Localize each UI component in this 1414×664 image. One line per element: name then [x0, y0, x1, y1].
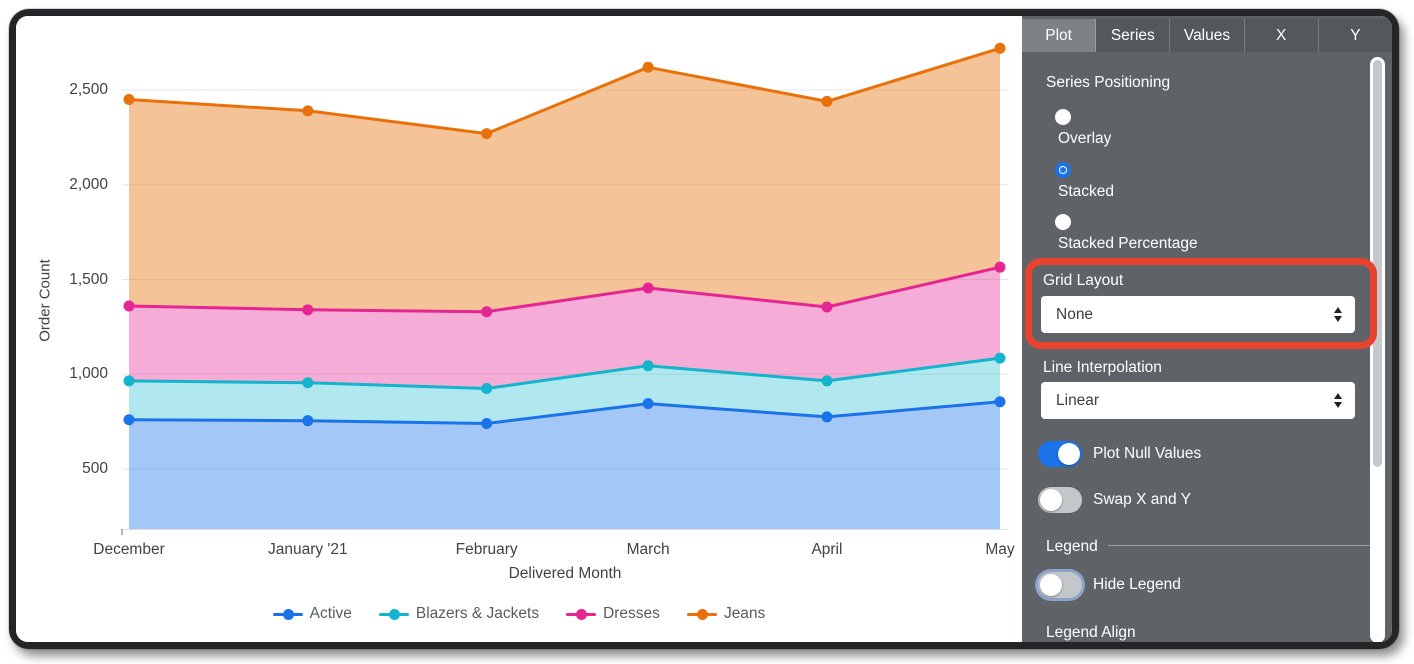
- swap-x-and-y-toggle[interactable]: [1038, 487, 1082, 513]
- legend-section-label: Legend: [1046, 538, 1098, 555]
- radio-stacked-percentage[interactable]: [1055, 214, 1071, 230]
- grid-layout-value: None: [1056, 305, 1094, 323]
- legend-marker-icon: [272, 607, 303, 621]
- radio-label: Stacked: [1058, 182, 1115, 200]
- line-interpolation-select[interactable]: Linear: [1041, 382, 1355, 419]
- tab-values[interactable]: Values: [1170, 19, 1245, 52]
- y-tick-label: 2,000: [69, 175, 108, 193]
- section-divider: [1108, 545, 1374, 546]
- grid-layout-select[interactable]: None: [1041, 296, 1355, 333]
- y-tick-label: 1,000: [69, 365, 108, 383]
- legend-item[interactable]: Blazers & Jackets: [378, 605, 540, 623]
- chart-canvas: Order Count 2,500 2,000 1,500 1,000 500 Dece…: [16, 16, 1022, 642]
- legend-marker-icon: [378, 607, 409, 621]
- y-tick-label: 2,500: [69, 81, 108, 98]
- x-axis-title: Delivered Month: [508, 565, 622, 582]
- legend-label: Active: [309, 605, 352, 622]
- y-axis-title: Order Count: [36, 259, 54, 342]
- legend-item[interactable]: Jeans: [686, 605, 766, 623]
- toggle-knob: [1040, 574, 1062, 596]
- grid-layout-label: Grid Layout: [1043, 272, 1124, 289]
- legend-marker-icon: [686, 607, 717, 621]
- x-tick-label: February: [455, 541, 518, 558]
- scrollbar-thumb[interactable]: [1373, 60, 1382, 467]
- radio-label: Overlay: [1058, 130, 1112, 147]
- x-tick-label: January '21: [267, 541, 348, 558]
- x-tick-label: May: [985, 541, 1015, 558]
- x-tick-label: April: [811, 541, 843, 558]
- legend-item[interactable]: Active: [272, 605, 352, 623]
- updown-arrows-icon: [1334, 393, 1342, 408]
- stacked-area-chart: [121, 42, 1008, 535]
- tab-x[interactable]: X: [1245, 19, 1319, 52]
- y-tick-label: 1,500: [69, 270, 108, 288]
- toggle-knob: [1058, 443, 1080, 465]
- series-positioning-label: Series Positioning: [1046, 74, 1171, 91]
- app-window: Order Count 2,500 2,000 1,500 1,000 500 Dece…: [9, 9, 1399, 649]
- hide-legend-toggle[interactable]: [1038, 572, 1082, 598]
- plot-null-values-toggle[interactable]: [1038, 441, 1082, 467]
- line-interpolation-label: Line Interpolation: [1043, 359, 1162, 376]
- x-tick-label: March: [626, 541, 670, 558]
- toggle-knob: [1040, 489, 1062, 511]
- hide-legend-label: Hide Legend: [1093, 576, 1181, 593]
- swap-x-and-y-label: Swap X and Y: [1093, 491, 1191, 508]
- radio-label: Stacked Percentage: [1058, 235, 1198, 252]
- legend-marker-icon: [566, 607, 597, 621]
- x-tick-label: December: [93, 541, 165, 558]
- settings-panel: Plot Series Values X Y Series Positioning Ov…: [1022, 16, 1392, 642]
- legend-align-label: Legend Align: [1046, 624, 1136, 641]
- window-content: Order Count 2,500 2,000 1,500 1,000 500 Dece…: [16, 16, 1392, 642]
- radio-stacked[interactable]: [1055, 161, 1071, 178]
- panel-scrollbar[interactable]: [1370, 57, 1385, 642]
- tab-plot[interactable]: Plot: [1022, 19, 1097, 52]
- plot-null-values-label: Plot Null Values: [1093, 445, 1202, 462]
- updown-arrows-icon: [1334, 307, 1342, 322]
- legend-label: Dresses: [603, 605, 660, 622]
- legend-label: Blazers & Jackets: [415, 605, 540, 622]
- line-interpolation-value: Linear: [1056, 391, 1100, 409]
- tab-y[interactable]: Y: [1350, 27, 1361, 44]
- panel-tabs: Plot Series Values X Y: [1022, 19, 1392, 52]
- radio-overlay[interactable]: [1055, 109, 1071, 125]
- legend-item[interactable]: Dresses: [566, 605, 660, 623]
- legend-label: Jeans: [723, 605, 766, 622]
- chart-legend: Active Blazers & Jackets Dresses Jeans: [16, 602, 1022, 626]
- tab-series[interactable]: Series: [1096, 19, 1171, 52]
- y-tick-label: 500: [82, 460, 108, 477]
